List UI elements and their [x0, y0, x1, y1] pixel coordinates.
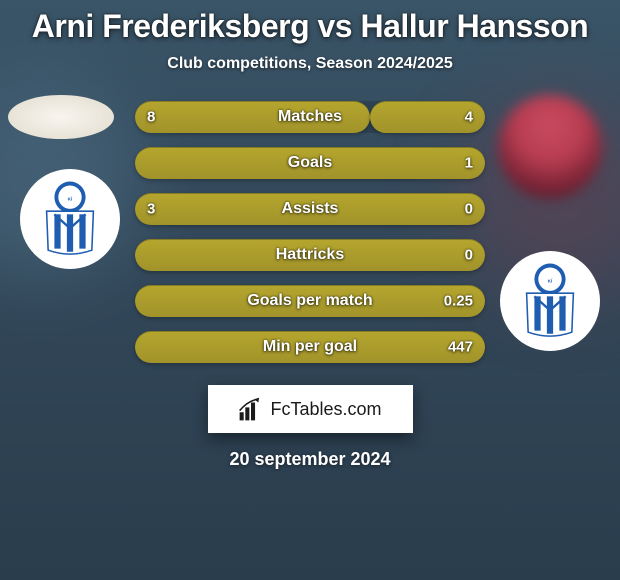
page-title: Arni Frederiksberg vs Hallur Hansson	[0, 8, 620, 45]
stat-bar-right	[135, 285, 485, 317]
stat-bar-right	[135, 147, 485, 179]
stat-bar-left	[135, 193, 485, 225]
stat-value-right: 447	[448, 339, 473, 356]
brand-text: FcTables.com	[270, 399, 381, 420]
stat-row: Goals per match0.25	[135, 285, 485, 317]
stat-value-right: 1	[465, 155, 473, 172]
stat-row: Min per goal447	[135, 331, 485, 363]
stat-row: Assists30	[135, 193, 485, 225]
fctables-logo-icon	[238, 396, 264, 422]
player1-avatar	[8, 95, 114, 139]
date-text: 20 september 2024	[0, 449, 620, 470]
stat-row: Hattricks0	[135, 239, 485, 271]
player2-avatar	[498, 95, 602, 199]
stat-bar-right	[135, 331, 485, 363]
main-container: Arni Frederiksberg vs Hallur Hansson Clu…	[0, 0, 620, 580]
brand-badge[interactable]: FcTables.com	[208, 385, 413, 433]
club-crest-icon: KÍ	[511, 262, 589, 340]
stat-value-right: 0	[465, 247, 473, 264]
stats-area: KÍ KÍ Matches84Goals1Assists30Hattricks0…	[0, 101, 620, 363]
player1-club-badge: KÍ	[20, 169, 120, 269]
stat-row: Goals1	[135, 147, 485, 179]
stat-bar-left	[135, 101, 370, 133]
stat-value-right: 0	[465, 201, 473, 218]
stat-value-left: 3	[147, 201, 155, 218]
stat-row: Matches84	[135, 101, 485, 133]
player2-club-badge: KÍ	[500, 251, 600, 351]
page-subtitle: Club competitions, Season 2024/2025	[0, 55, 620, 73]
stat-value-left: 8	[147, 109, 155, 126]
stat-value-right: 0.25	[444, 293, 473, 310]
club-crest-icon: KÍ	[31, 180, 109, 258]
stat-rows: Matches84Goals1Assists30Hattricks0Goals …	[135, 101, 485, 363]
stat-bar-right	[135, 239, 485, 271]
stat-value-right: 4	[465, 109, 473, 126]
